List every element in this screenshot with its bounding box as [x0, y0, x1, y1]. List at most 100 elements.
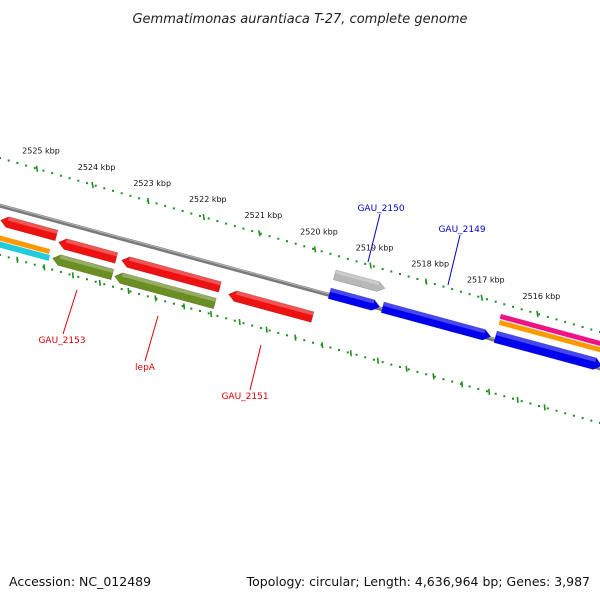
scale-dot — [312, 341, 314, 344]
scale-dot — [251, 324, 254, 327]
gene-arrow-red-shine — [128, 256, 222, 286]
gene-label-lepa[interactable]: lepA — [135, 363, 156, 373]
gene-arrow-gau-2149-body — [380, 301, 492, 341]
scale-dot — [572, 414, 575, 417]
gene-arrow-lepa-shine — [121, 272, 217, 302]
gene-band-orange[interactable] — [0, 235, 51, 254]
scale-dot — [399, 273, 401, 275]
gene-arrow-blue[interactable] — [493, 330, 600, 370]
scale-dot — [512, 397, 514, 400]
gene-band-magenta[interactable] — [499, 314, 600, 347]
gene-label-gau-2153[interactable]: GAU_2153 — [38, 336, 85, 346]
scale-dot — [181, 210, 184, 212]
scale-dot — [520, 308, 523, 311]
gene-arrow-gau-2151[interactable] — [228, 290, 315, 323]
gene-label-gau-2149[interactable]: GAU_2149 — [438, 225, 485, 235]
gene-arrow-red[interactable] — [0, 216, 59, 242]
scale-dot — [442, 378, 445, 381]
scale-tick — [71, 272, 74, 279]
scale-dot — [120, 288, 123, 291]
scale-dot — [486, 390, 488, 393]
scale-dot — [181, 305, 184, 308]
gene-label-gau-2151[interactable]: GAU_2151 — [221, 392, 268, 402]
map-title: Gemmatimonas aurantiaca T-27, complete g… — [132, 12, 467, 27]
scale-tick-label: 2517 kbp — [467, 276, 505, 285]
scale-tick — [461, 381, 464, 388]
label-leader-line — [367, 213, 381, 263]
scale-dot — [251, 230, 254, 233]
scale-dot — [259, 232, 262, 235]
scale-dot — [268, 235, 271, 238]
scale-tick-label: 2518 kbp — [411, 260, 449, 269]
inner-scale-ring — [0, 254, 600, 424]
scale-dot — [33, 263, 36, 266]
scale-dot — [416, 278, 419, 280]
scale-dot — [555, 318, 558, 321]
scale-dot — [512, 305, 514, 308]
scale-dot — [546, 407, 549, 410]
scale-dot — [338, 255, 341, 258]
scale-dot — [355, 353, 358, 356]
gene-band-cyan[interactable] — [0, 241, 51, 261]
scale-dot — [312, 247, 314, 250]
scale-dot — [372, 265, 375, 268]
scale-dot — [86, 278, 88, 281]
gene-arrow-gau-2150-grey[interactable] — [333, 269, 386, 292]
scale-tick-label: 2525 kbp — [22, 147, 60, 156]
scale-tick — [516, 396, 519, 403]
gene-arrow-gau-2149[interactable] — [380, 301, 492, 341]
scale-dot — [33, 167, 36, 170]
scale-dot — [555, 409, 558, 412]
scale-dot — [451, 380, 454, 383]
scale-tick-label: 2522 kbp — [189, 195, 227, 204]
scale-dot — [303, 339, 306, 342]
scale-dot — [286, 334, 288, 337]
scale-dot — [581, 417, 584, 420]
gene-label-gau-2150[interactable]: GAU_2150 — [357, 204, 404, 214]
scale-tick — [313, 246, 317, 253]
scale-tick — [98, 279, 101, 286]
gene-arrow-red[interactable] — [58, 238, 119, 264]
gene-arrow-red-shine — [7, 216, 58, 234]
scale-dot — [86, 182, 88, 185]
scale-dot — [94, 184, 97, 187]
scale-dot — [433, 283, 436, 286]
gene-arrow-gau-2150[interactable] — [327, 287, 381, 311]
scale-tick — [146, 197, 150, 205]
scale-dot — [546, 315, 549, 318]
gene-band-orange[interactable] — [498, 320, 600, 353]
scale-tick — [536, 310, 539, 317]
scale-dot — [112, 189, 114, 192]
scale-dot — [0, 157, 1, 159]
scale-dot — [103, 283, 106, 286]
scale-dot — [416, 370, 419, 373]
scale-dot — [329, 252, 332, 255]
scale-dot — [146, 295, 149, 298]
scale-dot — [129, 194, 132, 197]
gene-arrow-red[interactable] — [121, 256, 222, 293]
scale-dot — [233, 319, 236, 322]
gene-arrow-lepa[interactable] — [114, 272, 217, 310]
gene-arrow-blue-shine — [495, 331, 597, 362]
scale-dot — [538, 405, 541, 407]
scale-tick — [321, 342, 324, 349]
scale-tick — [294, 334, 297, 341]
scale-tick — [424, 278, 428, 285]
scale-dot — [59, 271, 62, 273]
scale-tick — [210, 310, 213, 318]
scale-tick — [183, 303, 186, 310]
scale-dot — [68, 273, 71, 276]
gene-arrow-gau-2151-body — [228, 290, 315, 323]
scale-dot — [277, 237, 280, 240]
scale-dot — [155, 297, 158, 300]
scale-dot — [225, 222, 228, 225]
scale-dot — [494, 300, 497, 303]
scale-tick — [16, 256, 19, 263]
scale-dot — [442, 285, 445, 288]
gene-arrow-gau-2153[interactable] — [52, 254, 115, 281]
scale-dot — [486, 298, 488, 301]
scale-tick — [543, 404, 546, 411]
scale-dot — [242, 227, 245, 230]
scale-dot — [381, 268, 384, 270]
